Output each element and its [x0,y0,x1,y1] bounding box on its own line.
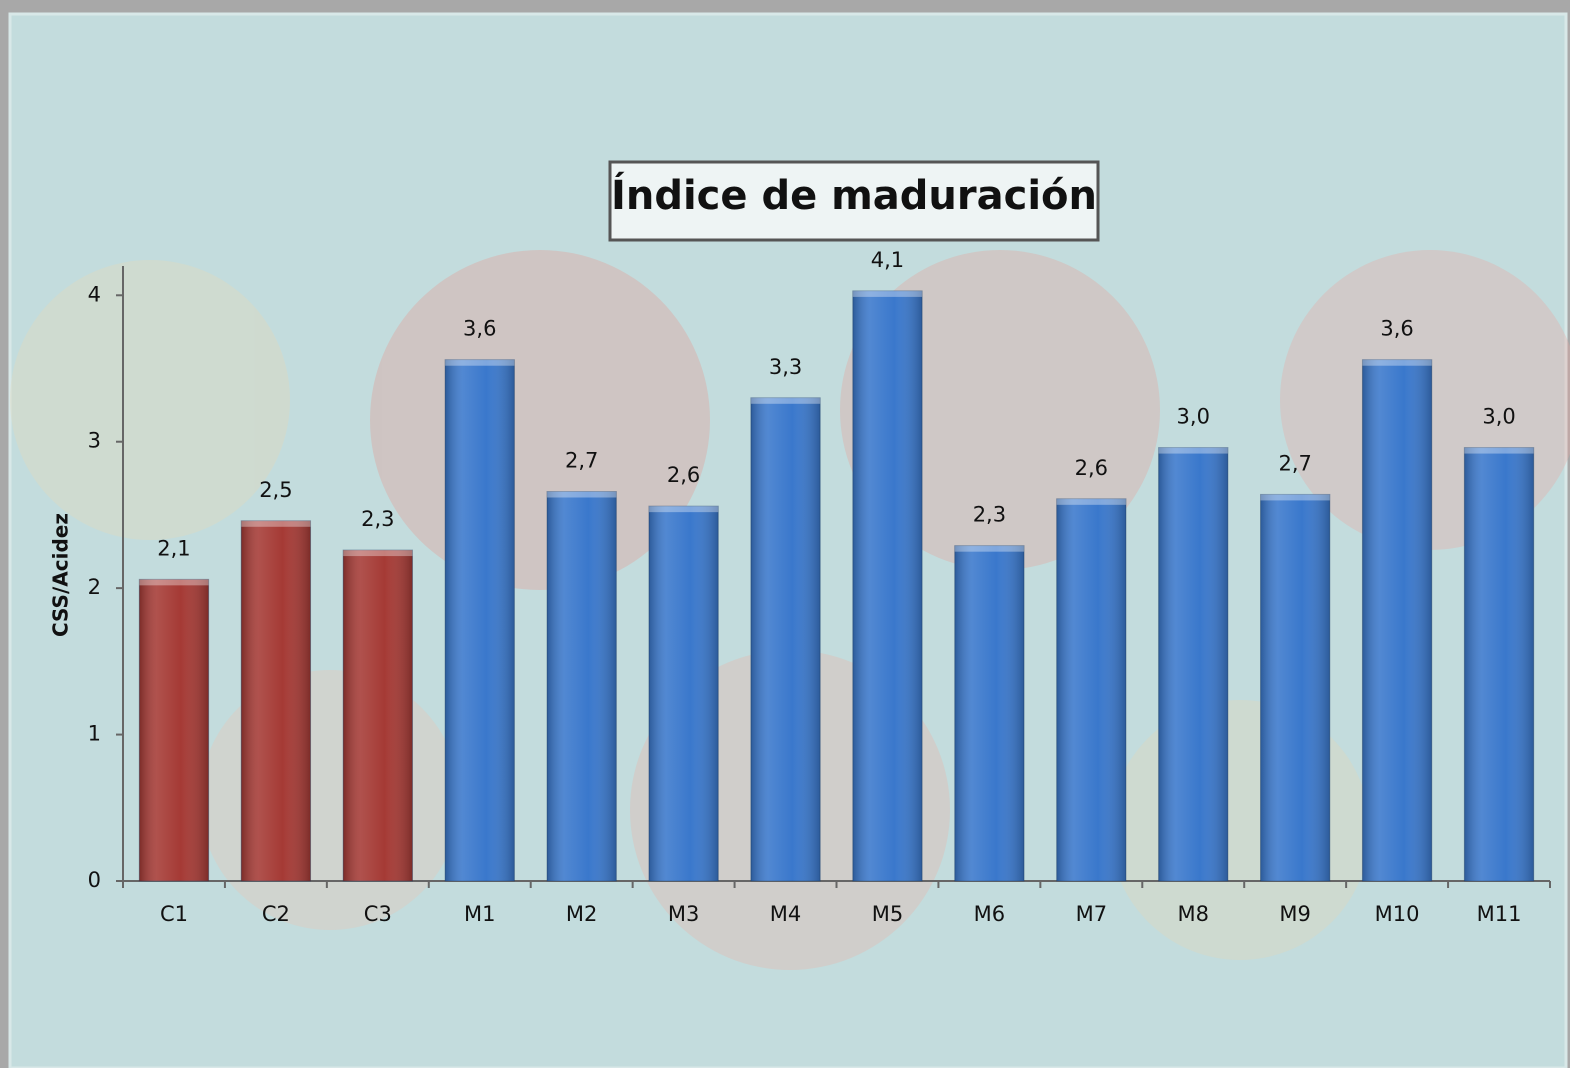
x-tick-label: M2 [566,902,597,926]
value-label: 2,7 [565,449,598,473]
bar-cap [852,290,923,297]
bar-shading [547,491,617,881]
bar-cap [547,491,617,498]
bar-shading [241,520,311,881]
bar-shading [139,579,209,881]
value-label: 2,1 [157,536,190,560]
bar-shading [648,506,719,881]
bar-cap [1464,447,1534,454]
x-tick-label: M1 [464,902,495,926]
y-tick-label: 2 [88,575,101,599]
y-axis-label: CSS/Acidez [49,513,73,637]
title-box [608,160,1100,242]
x-tick-label: M10 [1375,902,1420,926]
y-tick-label: 3 [88,429,101,453]
y-tick-label: 1 [88,722,101,746]
x-tick-label: M4 [770,902,801,926]
bar-cap [648,506,719,513]
value-label: 2,6 [1075,456,1108,480]
y-tick-label: 4 [88,282,101,306]
bar-cap [1056,498,1126,505]
x-tick-label: M3 [668,902,699,926]
bar-shading [954,545,1025,881]
bar-shading [445,359,515,881]
y-tick-label: 0 [88,868,101,892]
bar-shading [852,290,923,882]
bar-cap [343,550,413,557]
chart-title: Índice de maduración [611,171,1097,219]
bar-shading [1362,359,1432,881]
bar-cap [750,397,821,404]
value-label: 2,7 [1278,451,1311,475]
x-tick-label: M9 [1279,902,1310,926]
bar-cap [445,359,515,366]
value-label: 3,0 [1482,405,1515,429]
value-label: 3,3 [769,355,802,379]
value-label: 2,3 [973,503,1006,527]
bar-shading [1260,494,1330,881]
bar-shading [1056,498,1126,881]
bar-cap [1158,447,1228,454]
x-tick-label: M5 [872,902,903,926]
x-tick-label: C2 [262,902,290,926]
bar-shading [1158,447,1228,881]
x-tick-label: M6 [974,902,1005,926]
bar-cap [954,545,1025,552]
value-label: 3,6 [1380,317,1413,341]
bar-shading [343,550,413,881]
x-tick-label: C1 [160,902,188,926]
x-tick-label: M7 [1076,902,1107,926]
bar-shading [750,397,821,881]
bar-cap [241,520,311,527]
value-label: 3,6 [463,317,496,341]
value-label: 2,6 [667,463,700,487]
x-tick-label: M8 [1178,902,1209,926]
bar-cap [1260,494,1330,501]
value-label: 3,0 [1177,405,1210,429]
value-label: 2,3 [361,507,394,531]
value-label: 4,1 [871,248,904,272]
bar-shading [1464,447,1534,881]
x-tick-label: M11 [1477,902,1522,926]
bar-cap [139,579,209,586]
value-label: 2,5 [259,478,292,502]
x-tick-label: C3 [364,902,392,926]
bar-cap [1362,359,1432,366]
